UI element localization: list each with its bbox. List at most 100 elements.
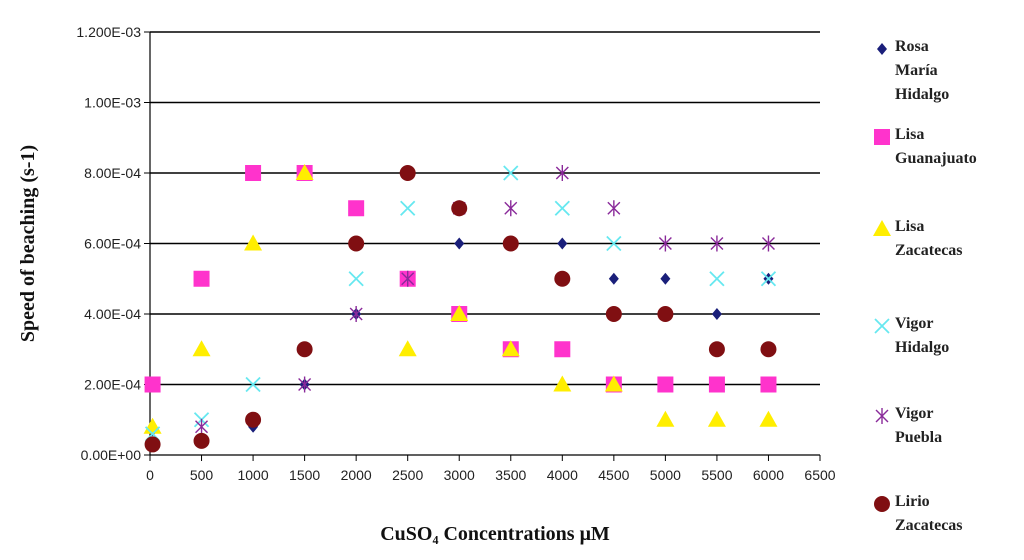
x-tick-label: 3000 (444, 467, 475, 483)
y-axis-title: Speed of beaching (s-1) (17, 145, 39, 342)
data-point (657, 306, 674, 322)
data-point (710, 235, 724, 252)
data-point (761, 235, 775, 252)
data-point (398, 340, 417, 357)
legend-label: Zacatecas (895, 242, 963, 259)
data-point (708, 341, 725, 358)
data-point (400, 200, 416, 216)
data-points (143, 164, 778, 453)
axes (144, 31, 821, 461)
legend-marker (873, 220, 891, 236)
data-point (504, 200, 518, 217)
data-point (349, 306, 363, 322)
data-point (295, 164, 314, 180)
y-tick-label: 6.00E-04 (84, 236, 141, 252)
series-vigor-puebla (195, 165, 775, 435)
data-point (399, 165, 416, 181)
x-tick-label: 5500 (701, 467, 732, 483)
x-tick-label: 1000 (237, 467, 268, 483)
legend: Rosa María Hidalgo Lisa Guanajuato Lisa Zacate… (873, 38, 977, 534)
data-point (759, 410, 778, 427)
series-vigor-hidalgo (144, 165, 777, 442)
data-point (144, 376, 161, 393)
y-tick-label: 1.00E-03 (84, 95, 141, 111)
data-point (244, 234, 263, 251)
series-rosa-mar-a-hidalgo (147, 237, 774, 447)
x-tick-label: 0 (146, 467, 154, 483)
data-point (144, 436, 161, 453)
legend-item: Rosa María Hidalgo (877, 38, 949, 103)
legend-marker (875, 408, 889, 424)
data-point (606, 235, 622, 252)
legend-marker (874, 496, 890, 512)
data-point (193, 270, 210, 287)
legend-label: Lisa (895, 218, 924, 235)
data-point (608, 272, 619, 285)
legend-label: María (895, 62, 938, 79)
data-point (245, 165, 262, 181)
data-point (708, 376, 725, 393)
legend-label: Hidalgo (895, 86, 949, 103)
x-tick-label: 1500 (289, 467, 320, 483)
legend-label: Hidalgo (895, 339, 949, 356)
x-tick-label: 2500 (392, 467, 423, 483)
x-tick-label: 2000 (341, 467, 372, 483)
data-point (554, 200, 570, 216)
y-tick-label: 1.200E-03 (76, 24, 141, 40)
legend-item: Vigor Hidalgo (874, 315, 949, 356)
data-point (451, 200, 468, 217)
y-tick-label: 2.00E-04 (84, 377, 141, 393)
legend-marker (874, 318, 890, 334)
series-lirio-zacatecas (144, 165, 777, 453)
x-tick-label: 4500 (598, 467, 629, 483)
data-point (348, 235, 365, 252)
y-tick-label: 0.00E+00 (81, 447, 142, 463)
series-lisa-guanajuato (144, 165, 777, 393)
x-tick-label: 3500 (495, 467, 526, 483)
data-point (348, 200, 365, 217)
legend-label: Zacatecas (895, 517, 963, 534)
data-point (604, 375, 623, 392)
data-point (656, 410, 675, 427)
x-tick-label: 4000 (547, 467, 578, 483)
data-point (711, 308, 722, 320)
x-tick-label: 6500 (804, 467, 835, 483)
data-point (660, 272, 671, 285)
data-point (760, 341, 777, 358)
data-point (502, 235, 519, 252)
data-point (657, 376, 674, 393)
data-point (503, 165, 519, 181)
data-point (245, 376, 261, 393)
legend-label: Vigor (895, 405, 934, 422)
legend-label: Rosa (895, 38, 929, 55)
data-point (709, 271, 725, 287)
data-point (501, 340, 520, 357)
data-point (760, 271, 777, 287)
data-point (348, 271, 364, 287)
legend-label: Lirio (895, 493, 930, 510)
data-point (554, 270, 571, 287)
data-point (454, 237, 465, 250)
tick-labels: 0.00E+00 2.00E-04 4.00E-04 6.00E-04 8.00E-04… (76, 24, 835, 483)
data-point (555, 165, 569, 181)
data-point (401, 270, 415, 287)
x-tick-label: 500 (190, 467, 214, 483)
y-tick-label: 4.00E-04 (84, 306, 141, 322)
legend-marker (874, 129, 890, 145)
legend-item: Lirio Zacatecas (874, 493, 963, 534)
y-tick-label: 8.00E-04 (84, 165, 141, 181)
data-point (658, 235, 672, 252)
data-point (554, 341, 571, 358)
data-point (605, 306, 622, 322)
legend-label: Vigor (895, 315, 934, 332)
data-point (707, 410, 726, 427)
data-point (607, 200, 621, 217)
gridlines (150, 31, 820, 386)
data-point (192, 340, 211, 357)
legend-item: Lisa Guanajuato (874, 126, 977, 167)
data-point (195, 418, 209, 435)
legend-marker (877, 43, 887, 55)
x-axis-title: CuSO₄ Concentrations μM (380, 523, 610, 545)
data-point (298, 376, 312, 393)
